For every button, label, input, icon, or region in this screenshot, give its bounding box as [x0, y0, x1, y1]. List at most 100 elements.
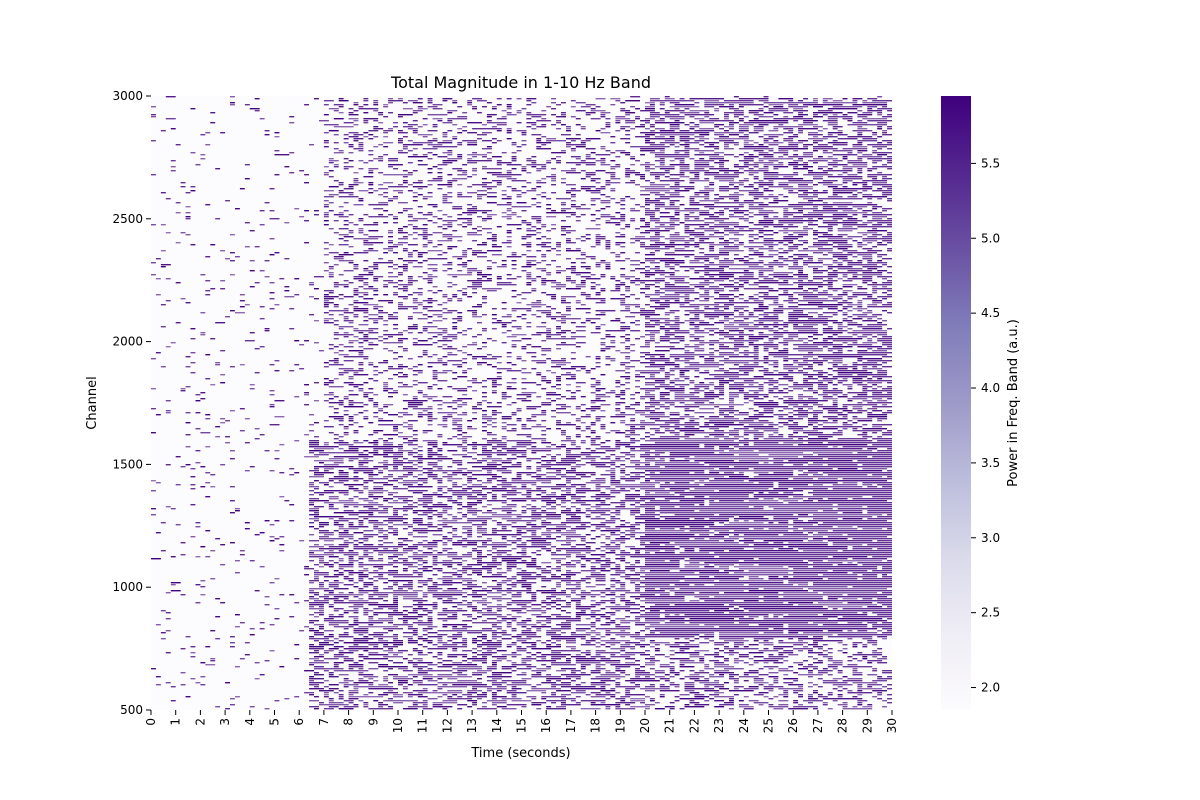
heatmap-cell	[590, 410, 596, 412]
heatmap-cell	[521, 132, 527, 134]
heatmap-cell	[328, 364, 344, 366]
heatmap-cell	[363, 410, 369, 412]
heatmap-cell	[798, 294, 833, 296]
heatmap-cell	[645, 384, 655, 386]
heatmap-cell	[640, 292, 645, 294]
heatmap-cell	[719, 334, 754, 336]
heatmap-cell	[758, 160, 764, 162]
heatmap-cell	[580, 106, 591, 108]
heatmap-cell	[719, 250, 744, 252]
heatmap-cell	[664, 276, 690, 278]
heatmap-cell	[531, 414, 547, 416]
heatmap-cell	[719, 128, 724, 130]
heatmap-cell	[689, 182, 695, 184]
heatmap-cell	[664, 284, 675, 286]
heatmap-cell	[689, 122, 695, 124]
heatmap-cell	[827, 238, 853, 240]
heatmap-cell	[541, 284, 547, 286]
heatmap-cell	[590, 406, 601, 408]
heatmap-cell	[309, 284, 314, 286]
heatmap-cell	[842, 280, 853, 282]
heatmap-cell	[645, 366, 665, 368]
heatmap-cell	[511, 344, 517, 346]
heatmap-cell	[323, 196, 334, 198]
heatmap-cell	[388, 200, 393, 202]
heatmap-cell	[659, 356, 665, 358]
heatmap-cell	[704, 298, 710, 300]
heatmap-cell	[595, 294, 601, 296]
heatmap-cell	[753, 376, 764, 378]
heatmap-cell	[343, 142, 349, 144]
heatmap-cell	[709, 374, 749, 376]
heatmap-cell	[511, 308, 532, 310]
heatmap-cell	[659, 180, 685, 182]
heatmap-cell	[358, 228, 364, 230]
heatmap-cell	[862, 400, 873, 402]
heatmap-cell	[778, 184, 789, 186]
heatmap-cell	[605, 184, 611, 186]
heatmap-cell	[353, 102, 359, 104]
heatmap-cell	[398, 266, 408, 268]
heatmap-cell	[328, 380, 334, 382]
heatmap-cell	[719, 170, 739, 172]
heatmap-cell	[684, 148, 700, 150]
heatmap-cell	[506, 218, 512, 220]
heatmap-cell	[427, 102, 433, 104]
heatmap-cell	[704, 104, 725, 106]
heatmap-cell	[412, 456, 423, 458]
heatmap-cell	[398, 238, 408, 240]
heatmap-cell	[649, 300, 660, 302]
heatmap-cell	[155, 258, 161, 260]
heatmap-cell	[457, 184, 463, 186]
heatmap-cell	[472, 378, 477, 380]
heatmap-cell	[719, 164, 724, 166]
heatmap-cell	[373, 430, 384, 432]
heatmap-cell	[427, 302, 433, 304]
heatmap-cell	[491, 246, 502, 248]
heatmap-cell	[338, 228, 349, 230]
heatmap-cell	[541, 124, 547, 126]
heatmap-cell	[783, 228, 789, 230]
heatmap-cell	[373, 308, 379, 310]
heatmap-cell	[556, 284, 566, 286]
heatmap-cell	[674, 104, 695, 106]
heatmap-cell	[654, 308, 665, 310]
heatmap-cell	[684, 242, 690, 244]
heatmap-cell	[373, 450, 379, 452]
heatmap-cell	[323, 214, 329, 216]
heatmap-cell	[689, 126, 700, 128]
heatmap-cell	[753, 176, 759, 178]
heatmap-cell	[383, 404, 394, 406]
heatmap-cell	[442, 198, 448, 200]
heatmap-cell	[472, 184, 487, 186]
heatmap-cell	[521, 140, 527, 142]
heatmap-cell	[659, 304, 670, 306]
heatmap-cell	[304, 174, 309, 176]
heatmap-cell	[867, 378, 873, 380]
heatmap-cell	[546, 294, 557, 296]
heatmap-cell	[501, 416, 512, 418]
heatmap-cell	[358, 352, 364, 354]
heatmap-cell	[368, 130, 379, 132]
heatmap-cell	[738, 276, 754, 278]
heatmap-cell	[521, 426, 527, 428]
heatmap-cell	[269, 308, 275, 310]
heatmap-cell	[309, 446, 339, 448]
heatmap-cell	[664, 254, 695, 256]
heatmap-cell	[521, 170, 527, 172]
heatmap-cell	[383, 248, 394, 250]
heatmap-cell	[798, 280, 803, 282]
heatmap-cell	[857, 460, 892, 462]
heatmap-cell	[412, 226, 418, 228]
heatmap-cell	[531, 446, 537, 448]
heatmap-cell	[832, 192, 853, 194]
heatmap-cell	[585, 356, 591, 358]
heatmap-cell	[348, 184, 359, 186]
heatmap-cell	[842, 292, 848, 294]
heatmap-cell	[862, 266, 883, 268]
heatmap-cell	[872, 314, 883, 316]
heatmap-cell	[852, 194, 858, 196]
heatmap-cell	[526, 234, 537, 236]
heatmap-cell	[822, 184, 843, 186]
heatmap-cell	[729, 406, 734, 408]
